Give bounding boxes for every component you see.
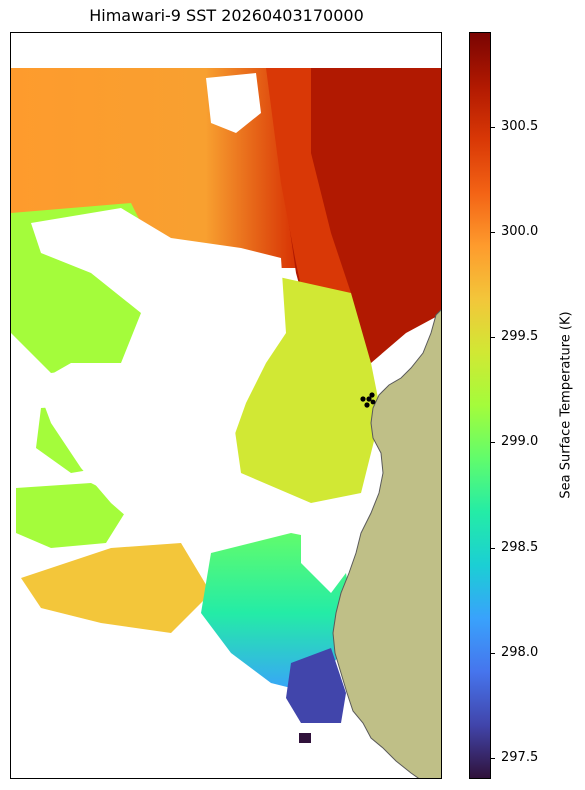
colorbar-tick-mark xyxy=(491,547,495,549)
sst-field-southwest-strip xyxy=(21,543,211,633)
colorbar-tick-mark xyxy=(491,442,495,444)
colorbar xyxy=(469,32,491,779)
colorbar-tick-mark xyxy=(491,231,495,233)
colorbar-tick-label: 299.5 xyxy=(501,329,539,345)
colorbar-tick-label: 297.5 xyxy=(501,749,539,765)
colorbar-tick-mark xyxy=(491,337,495,339)
sst-field-cold-spot xyxy=(299,733,311,743)
station-marker xyxy=(370,399,376,405)
sst-map-canvas xyxy=(11,68,441,778)
colorbar-tick-mark xyxy=(491,757,495,759)
colorbar-tick-label: 300.0 xyxy=(501,223,539,239)
cloud-mask-north-patch xyxy=(206,73,261,133)
colorbar-tick-label: 299.0 xyxy=(501,434,539,450)
colorbar-tick-label: 300.5 xyxy=(501,118,539,134)
cloud-mask-southwest xyxy=(11,633,370,778)
colorbar-tick-mark xyxy=(491,652,495,654)
sst-field-west-patch-2 xyxy=(16,483,131,548)
station-marker xyxy=(364,402,370,408)
plot-title: Himawari-9 SST 20260403170000 xyxy=(89,6,364,25)
colorbar-tick-label: 298.0 xyxy=(501,644,539,660)
station-marker xyxy=(369,392,375,398)
colorbar-label: Sea Surface Temperature (K) xyxy=(558,311,574,499)
sst-map xyxy=(10,32,442,779)
cloud-mask-southeast xyxy=(301,503,361,593)
colorbar-ticks: 297.5 298.0 298.5 299.0 299.5 300.0 300.5 xyxy=(491,32,551,779)
sst-field-cold-pool xyxy=(286,648,346,723)
station-markers xyxy=(360,392,376,408)
land-coastline xyxy=(332,309,441,778)
sst-field-hot-edge xyxy=(266,68,351,353)
colorbar-tick-mark xyxy=(491,126,495,128)
colorbar-tick-label: 298.5 xyxy=(501,539,539,555)
cloud-mask-main xyxy=(31,208,286,538)
station-marker xyxy=(360,396,366,402)
station-marker xyxy=(366,396,372,402)
